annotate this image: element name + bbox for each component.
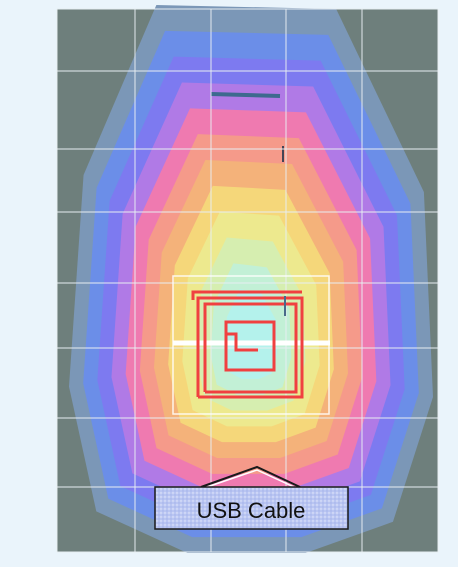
inner-coil-outline <box>224 320 276 372</box>
usb-cable-label: USB Cable <box>197 498 306 523</box>
callout-pointer-highlight <box>206 469 295 488</box>
grid-lines <box>56 8 439 553</box>
outer-coil-outline <box>196 296 304 399</box>
middle-coil-outline <box>203 302 298 394</box>
inner-lead <box>226 332 258 352</box>
top-mark <box>210 92 281 98</box>
heat-contour-level <box>224 289 278 379</box>
coil-lead <box>191 290 302 300</box>
callout-pointer <box>200 465 301 488</box>
device-outline <box>191 290 304 399</box>
heat-contours <box>69 5 433 553</box>
callout-box <box>154 486 349 530</box>
